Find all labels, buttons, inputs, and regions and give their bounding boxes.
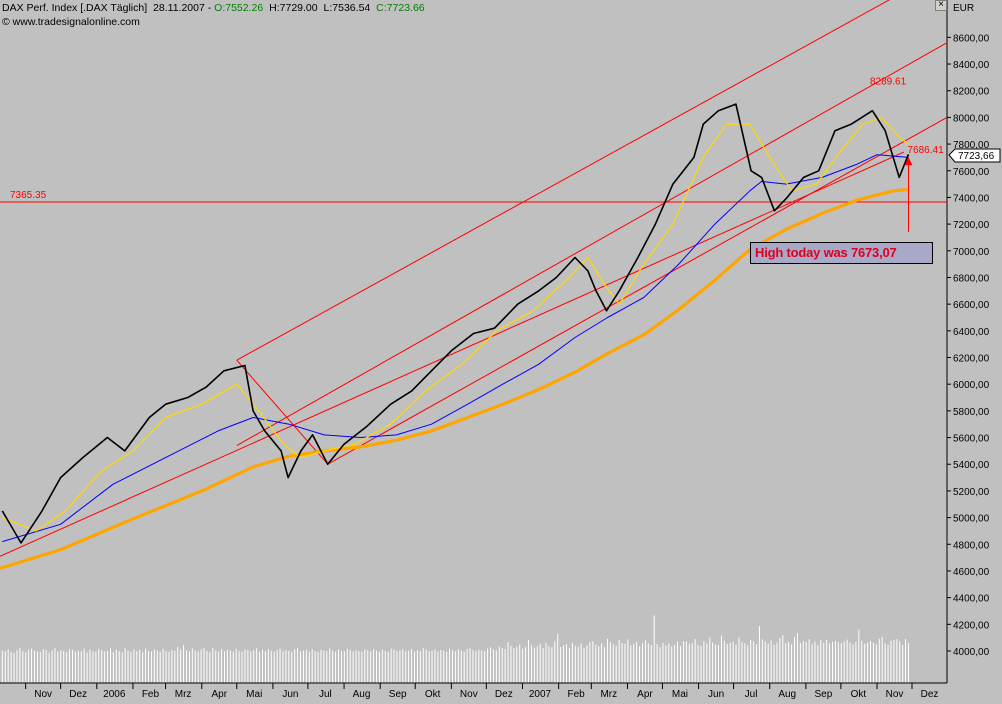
x-tick-label: Okt <box>425 689 441 700</box>
x-tick-label: Apr <box>637 689 653 700</box>
x-tick-label: Mrz <box>175 689 192 700</box>
x-tick-label: Apr <box>211 689 227 700</box>
x-tick-label: Dez <box>495 689 513 700</box>
y-tick-label: 4000,00 <box>953 647 990 658</box>
y-tick-label: 7200,00 <box>953 220 990 231</box>
y-tick-label: 5200,00 <box>953 487 990 498</box>
chart-header: DAX Perf. Index [.DAX Täglich] 28.11.200… <box>2 2 425 28</box>
x-tick-label: Jun <box>708 689 724 700</box>
x-tick-label: Nov <box>34 689 52 700</box>
x-tick-label: Jun <box>282 689 298 700</box>
y-tick-label: 7600,00 <box>953 167 990 178</box>
header-separator: - <box>208 2 214 14</box>
header-title: DAX Perf. Index [.DAX Täglich] 28.11.200… <box>2 2 425 14</box>
header-instrument: DAX Perf. Index [.DAX Täglich] <box>2 2 147 14</box>
x-tick-label: 2007 <box>529 689 552 700</box>
x-tick-label: Mai <box>672 689 688 700</box>
series-ma-mid <box>2 154 909 543</box>
x-tick-label: Sep <box>389 689 407 700</box>
volume-series <box>1 615 910 683</box>
marker-arrow-head <box>904 157 913 166</box>
x-tick-label: Dez <box>921 689 939 700</box>
header-close: C:7723.66 <box>376 2 425 14</box>
series-ma-short <box>2 116 909 532</box>
last-price-label: 7723,66 <box>958 151 995 162</box>
y-tick-label: 5600,00 <box>953 434 990 445</box>
y-tick-label: 7800,00 <box>953 140 990 151</box>
y-tick-label: 6600,00 <box>953 300 990 311</box>
x-tick-label: Okt <box>851 689 867 700</box>
x-tick-label: Mrz <box>600 689 617 700</box>
currency-label: EUR <box>953 3 974 14</box>
series-price <box>1 103 910 544</box>
channel-line <box>0 151 905 557</box>
trend-channels: 7365.358800.238289.61 <box>0 0 948 557</box>
x-tick-label: Jul <box>319 689 332 700</box>
y-tick-label: 7400,00 <box>953 193 990 204</box>
y-tick-label: 4600,00 <box>953 567 990 578</box>
header-source: © www.tradesignalonline.com <box>2 16 140 28</box>
y-tick-label: 6200,00 <box>953 354 990 365</box>
y-tick-label: 8600,00 <box>953 33 990 44</box>
y-tick-label: 8400,00 <box>953 60 990 71</box>
channel-line <box>236 42 948 446</box>
x-tick-label: Aug <box>353 689 371 700</box>
header-high: H:7729.00 <box>269 2 318 14</box>
x-tick-label: 2006 <box>103 689 126 700</box>
x-tick-label: Mai <box>246 689 262 700</box>
y-axis-ticks: 4000,00 4200,00 4400,00 4600,00 4800,00 5000,… <box>947 33 990 658</box>
horizontal-line-label: 7365.35 <box>10 190 47 201</box>
channel-line <box>236 359 329 465</box>
x-tick-label: Feb <box>568 689 586 700</box>
series-ma-long <box>0 187 909 570</box>
price-marker: 7686.41 <box>904 145 945 233</box>
y-tick-label: 5400,00 <box>953 460 990 471</box>
x-tick-label: Dez <box>69 689 87 700</box>
x-tick-label: Sep <box>814 689 832 700</box>
last-price-tag-shape <box>948 148 1001 163</box>
x-axis-ticks: Nov Dez 2006 Feb Mrz Apr Mai Jun Jul Aug Sep Okt Nov… <box>25 683 939 700</box>
axes <box>0 0 948 684</box>
x-tick-label: Nov <box>886 689 904 700</box>
indicator-lines <box>0 103 910 570</box>
header-open: O:7552.26 <box>214 2 263 14</box>
y-tick-label: 5800,00 <box>953 407 990 418</box>
channel-line <box>327 116 948 465</box>
y-tick-label: 8200,00 <box>953 87 990 98</box>
x-tick-label: Jul <box>745 689 758 700</box>
y-tick-label: 7000,00 <box>953 247 990 258</box>
x-tick-label: Feb <box>142 689 160 700</box>
header-low: L:7536.54 <box>324 2 371 14</box>
header-date: 28.11.2007 <box>153 2 205 14</box>
x-tick-label: Nov <box>460 689 478 700</box>
marker-label: 7686.41 <box>908 145 945 156</box>
y-tick-label: 4400,00 <box>953 594 990 605</box>
y-tick-label: 8000,00 <box>953 113 990 124</box>
channel-label: 8289.61 <box>870 76 907 87</box>
y-tick-label: 6000,00 <box>953 380 990 391</box>
y-tick-label: 6400,00 <box>953 327 990 338</box>
channel-line <box>236 0 891 361</box>
y-tick-label: 4800,00 <box>953 540 990 551</box>
annotation-box: High today was 7673,07 <box>750 242 933 264</box>
y-tick-label: 5000,00 <box>953 514 990 525</box>
x-tick-label: Aug <box>778 689 796 700</box>
close-button[interactable]: × <box>935 0 947 11</box>
last-price-tag: 7723,66 <box>948 148 1001 163</box>
y-tick-label: 4200,00 <box>953 620 990 631</box>
y-tick-label: 6800,00 <box>953 273 990 284</box>
